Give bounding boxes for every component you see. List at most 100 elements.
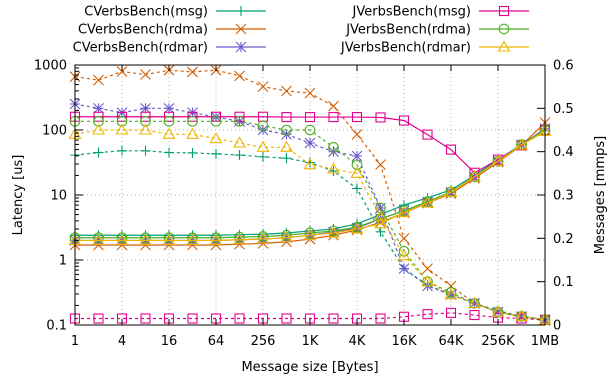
rate-point [469, 309, 480, 321]
y2-axis-ticks: 0 0.1 0.2 0.3 0.4 0.5 0.6 [537, 59, 574, 334]
rate-point [256, 140, 270, 152]
y-tick-label: 0.1 [46, 319, 67, 334]
rate-point [468, 296, 481, 308]
rate-point [211, 148, 221, 159]
rate-point [375, 313, 386, 324]
rate-point [328, 141, 339, 153]
y2-tick-label: 0.3 [553, 189, 574, 204]
latency-point [491, 154, 505, 166]
rate-point [140, 145, 151, 156]
rate-point [351, 128, 363, 140]
rate-point [304, 87, 316, 99]
latency-point [186, 233, 199, 245]
grid [75, 65, 545, 325]
rate-point [352, 183, 362, 194]
x-tick-label: 1K [302, 334, 319, 349]
rate-point [117, 145, 127, 156]
latency-point [93, 111, 104, 122]
rate-point [163, 102, 175, 114]
rate-point [303, 158, 317, 170]
rate-point [281, 313, 292, 324]
rate-point [92, 123, 105, 135]
legend-entry-jverbsbench-rdmar: JVerbsBench(rdmar) [340, 40, 529, 56]
latency-point [140, 111, 151, 122]
x-tick-label: 256K [481, 334, 515, 349]
legend-entry-jverbsbench-msg: JVerbsBench(msg) [352, 5, 529, 20]
rate-point [186, 127, 199, 139]
latency-point [116, 232, 128, 244]
legend-label: CVerbsBench(rdmar) [73, 41, 208, 56]
rate-point [164, 147, 174, 158]
rate-point [258, 151, 268, 162]
x-tick-label: 4K [349, 334, 366, 349]
series-layer [68, 64, 552, 327]
rate-point [327, 162, 340, 174]
legend-marker [497, 40, 511, 52]
latency-point [421, 196, 434, 208]
legend-label: CVerbsBench(rdma) [78, 23, 208, 38]
rate-point [375, 202, 386, 214]
legend-label: JVerbsBench(msg) [352, 5, 471, 20]
rate-point [516, 310, 527, 322]
x-tick-label: 1MB [531, 334, 559, 349]
y-axis-label: Latency [us] [11, 155, 26, 236]
latency-point [257, 231, 269, 242]
y-tick-label: 100 [42, 124, 67, 139]
legend-marker [498, 5, 510, 17]
latency-point [210, 232, 222, 244]
latency-point [209, 233, 223, 245]
y2-axis-label: Messages [mmps] [593, 136, 608, 254]
latency-point [468, 170, 481, 182]
x-tick-label: 256 [251, 334, 276, 349]
series-cverbsbench-rdmar [69, 98, 551, 326]
rate-point [445, 307, 457, 318]
y2-tick-label: 0.2 [553, 232, 574, 247]
rate-point [374, 210, 387, 222]
y2-tick-label: 0.6 [553, 59, 574, 74]
rate-point [93, 115, 104, 127]
rate-point [492, 306, 504, 318]
rate-point [398, 232, 410, 244]
x-tick-label: 16K [391, 334, 417, 349]
rate-point [375, 226, 386, 237]
latency-point [328, 226, 339, 238]
legend-marker [498, 23, 510, 35]
latency-point [115, 233, 129, 245]
latency-point [397, 205, 411, 217]
rate-point [257, 81, 269, 93]
legend-marker [236, 6, 246, 16]
rate-point [422, 263, 433, 275]
latency-point [303, 228, 317, 240]
rate-point [210, 115, 222, 127]
y2-tick-label: 0.1 [553, 275, 574, 290]
x-axis-label: Message size [Bytes] [241, 360, 378, 375]
rate-point [234, 70, 245, 82]
latency-point [327, 226, 340, 238]
rate-point [162, 127, 176, 139]
latency-point [139, 233, 152, 245]
rate-point [445, 287, 457, 298]
rate-point [187, 313, 198, 324]
x-tick-label: 1 [71, 334, 79, 349]
latency-point [256, 232, 270, 244]
y2-tick-label: 0.5 [553, 102, 574, 117]
latency-point [187, 111, 198, 122]
rate-point [234, 150, 245, 161]
rate-point [351, 150, 363, 162]
latency-point [140, 232, 151, 244]
rate-point [116, 115, 128, 127]
y-tick-label: 10 [50, 189, 67, 204]
y-tick-label: 1000 [34, 59, 67, 74]
x-tick-label: 64K [438, 334, 464, 349]
rate-point [281, 153, 292, 164]
latency-point [351, 112, 363, 123]
y2-tick-label: 0 [553, 319, 561, 334]
rate-point [398, 263, 410, 275]
rate-point [187, 66, 198, 78]
rate-point [491, 305, 505, 317]
rate-point [422, 309, 433, 320]
latency-point [163, 232, 175, 244]
latency-point [92, 233, 105, 245]
latency-point [234, 231, 245, 243]
